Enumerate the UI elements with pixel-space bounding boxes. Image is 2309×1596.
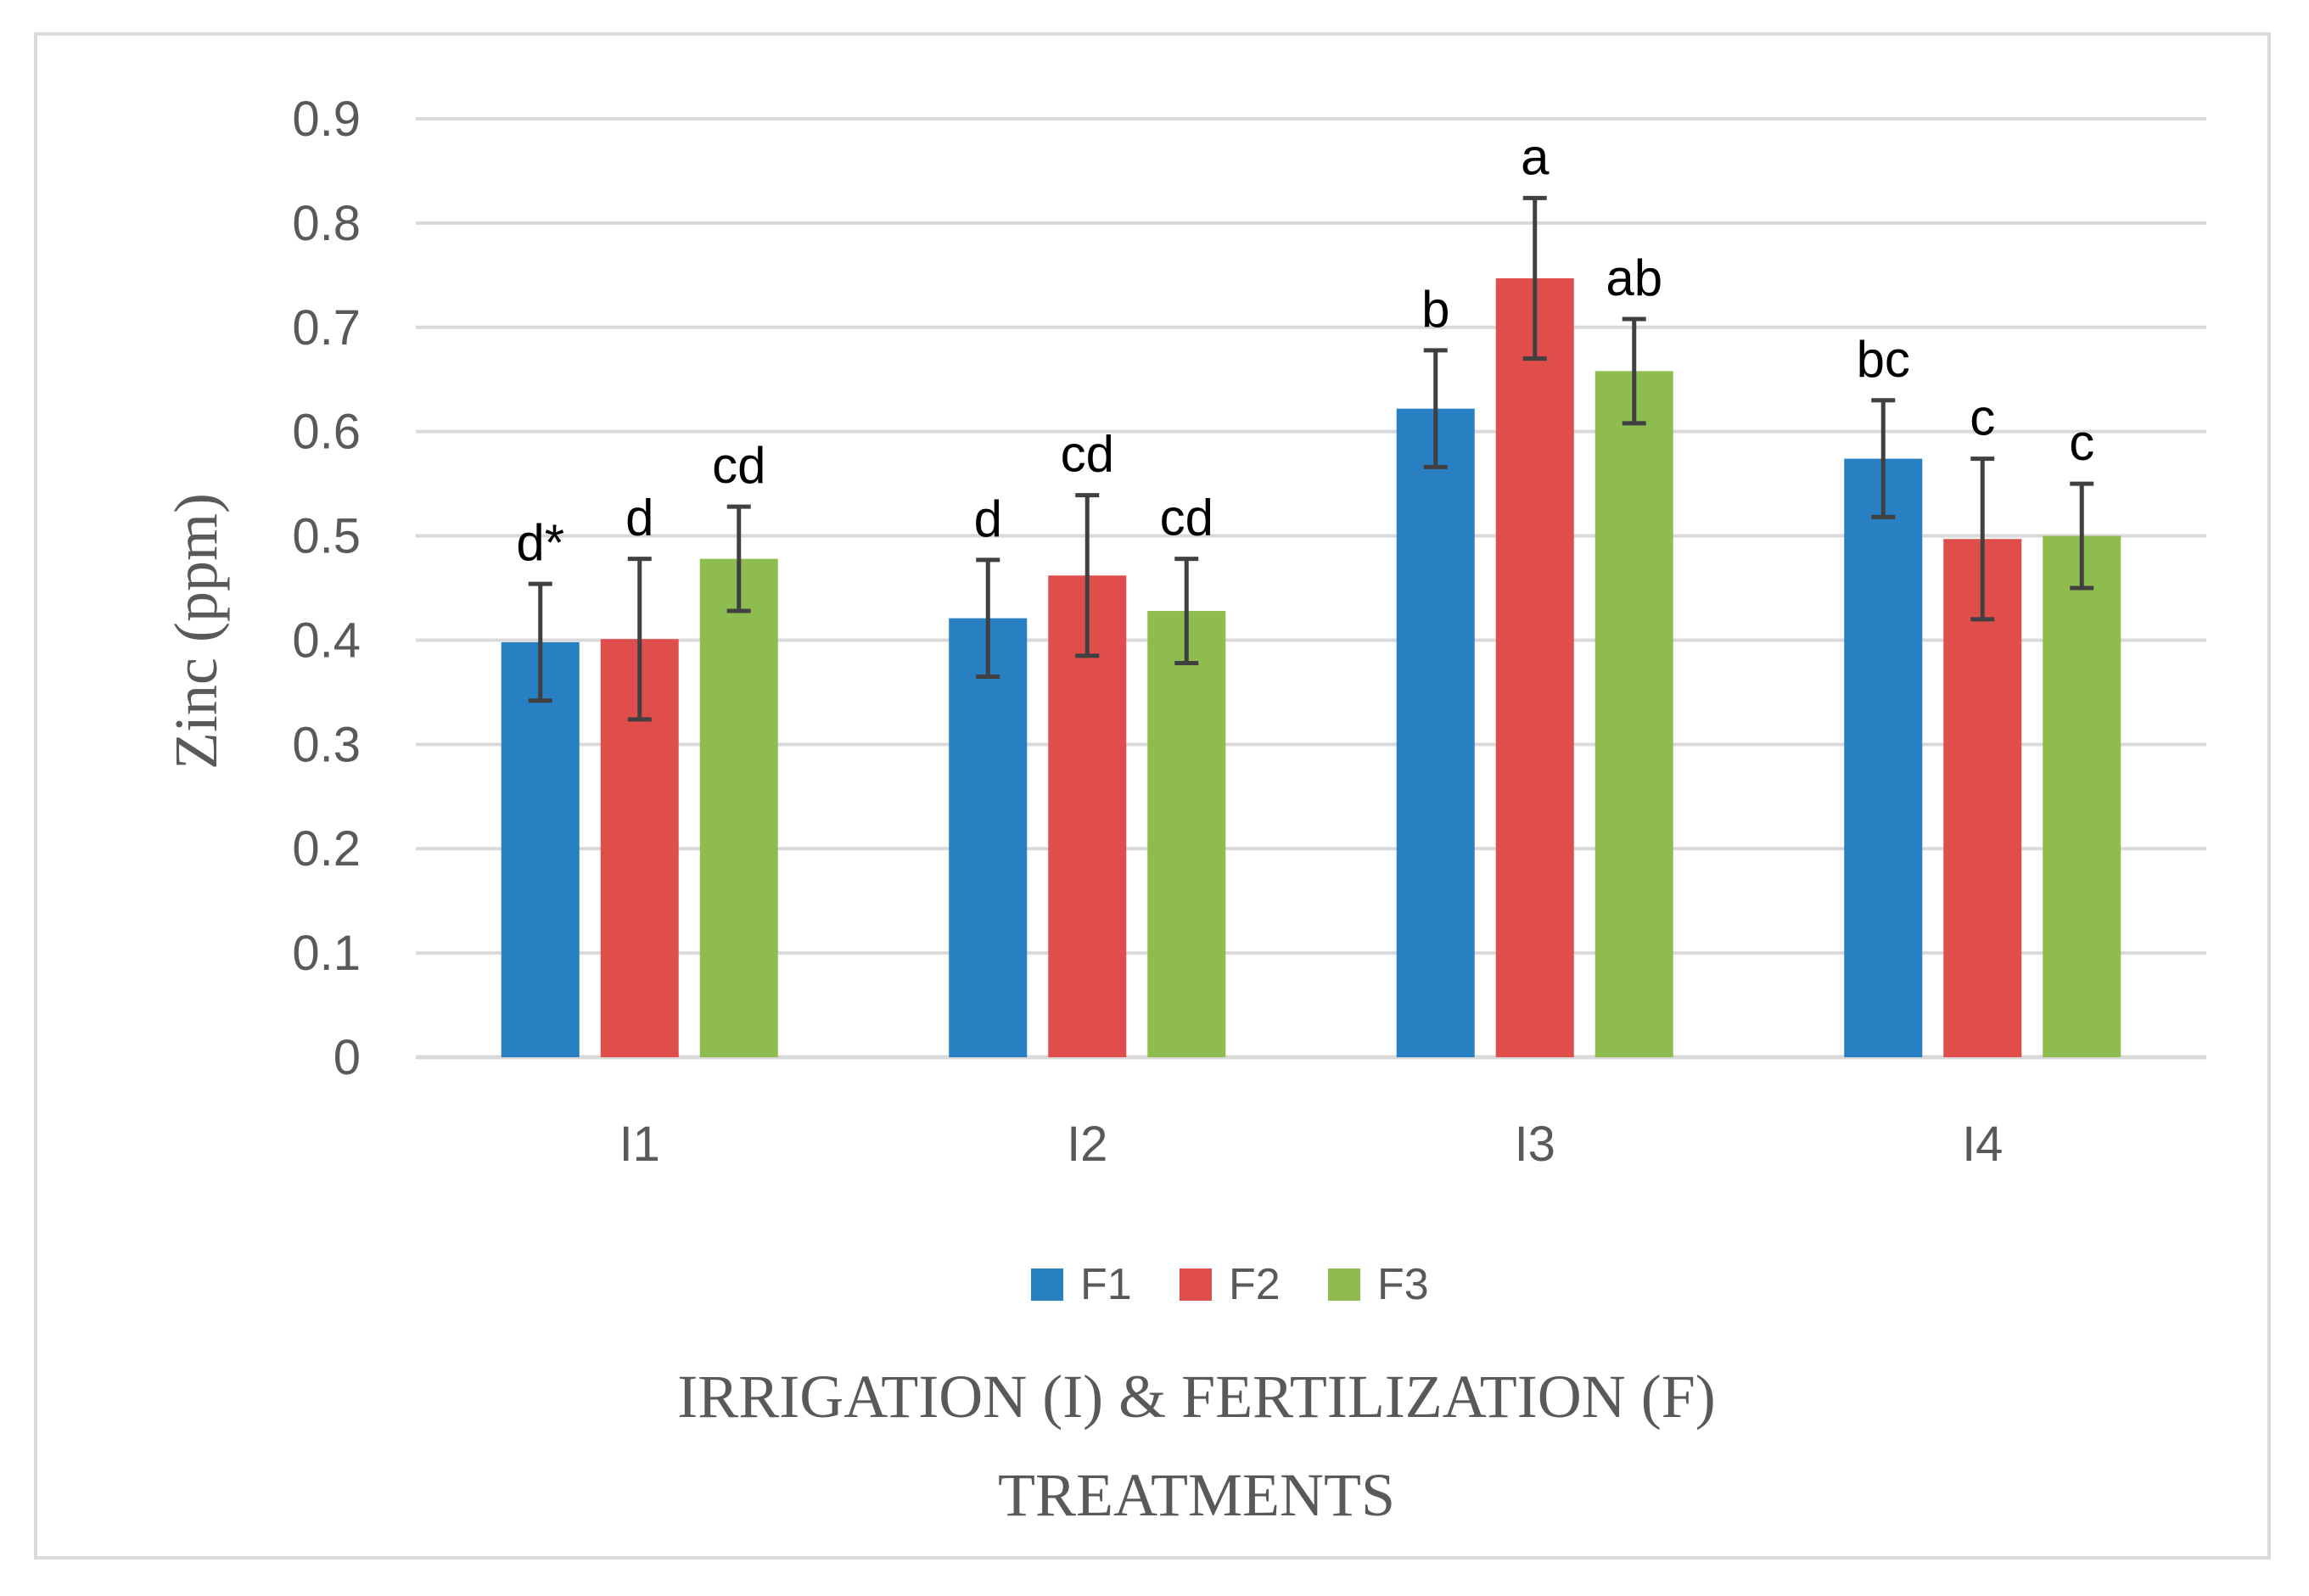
bar-f2-i4 [1943,539,2022,1057]
x-tick-label: I1 [619,1117,660,1172]
y-tick-label: 0.4 [292,613,361,668]
y-tick-label: 0.6 [292,405,361,460]
bar-f3-i4 [2043,535,2121,1057]
significance-letter: d* [516,514,564,571]
significance-letter: cd [1160,490,1213,546]
significance-letter: b [1421,281,1449,338]
error-bars [528,195,2094,722]
gridlines [416,117,2206,1060]
legend-swatch-f1 [1031,1268,1063,1301]
significance-letter: c [2069,414,2094,471]
x-tick-label: I4 [1962,1117,2003,1172]
y-tick-label: 0.2 [292,821,361,876]
x-tick-label: I3 [1515,1117,1555,1172]
bars [501,278,2121,1057]
bar-f1-i1 [501,641,580,1057]
bar-f3-i2 [1147,611,1226,1057]
bar-f1-i4 [1844,458,1923,1057]
bar-f2-i3 [1495,278,1574,1057]
legend-label-f1: F1 [1080,1260,1132,1309]
legend-label-f2: F2 [1229,1260,1281,1309]
bar-f1-i2 [949,618,1028,1057]
bar-f3-i3 [1594,371,1673,1057]
x-axis-title-line-1: IRRIGATION (I) & FERTILIZATION (F) [677,1363,1715,1431]
significance-letter: cd [712,437,765,494]
significance-letter: cd [1061,426,1114,483]
x-tick-label: I2 [1067,1117,1107,1172]
labels: 0 0.1 0.2 0.3 0.4 0.5 0.6 0.7 0.8 0.9 I1 d* d cd I2 d cd… [292,92,2094,1172]
legend-label-f3: F3 [1377,1260,1429,1309]
bar-f3-i1 [699,558,778,1057]
y-axis-title: Zinc (ppm) [162,493,230,770]
y-tick-label: 0.7 [292,300,361,356]
y-tick-label: 0 [333,1030,361,1085]
significance-letter: ab [1606,249,1662,306]
legend: F1 F2 F3 [1031,1260,1429,1309]
significance-letter: c [1970,389,1995,446]
significance-letter: a [1521,128,1550,185]
y-tick-label: 0.1 [292,926,361,981]
significance-letter: d [625,490,653,546]
y-tick-label: 0.5 [292,509,361,564]
legend-swatch-f3 [1328,1268,1360,1301]
y-tick-label: 0.3 [292,717,361,772]
bar-f1-i3 [1396,408,1475,1057]
significance-letter: bc [1857,331,1910,388]
significance-letter: d [974,490,1002,547]
y-tick-label: 0.8 [292,196,361,251]
legend-swatch-f2 [1180,1268,1212,1301]
x-axis-title-line-2: TREATMENTS [998,1461,1395,1529]
y-tick-label: 0.9 [292,92,361,147]
